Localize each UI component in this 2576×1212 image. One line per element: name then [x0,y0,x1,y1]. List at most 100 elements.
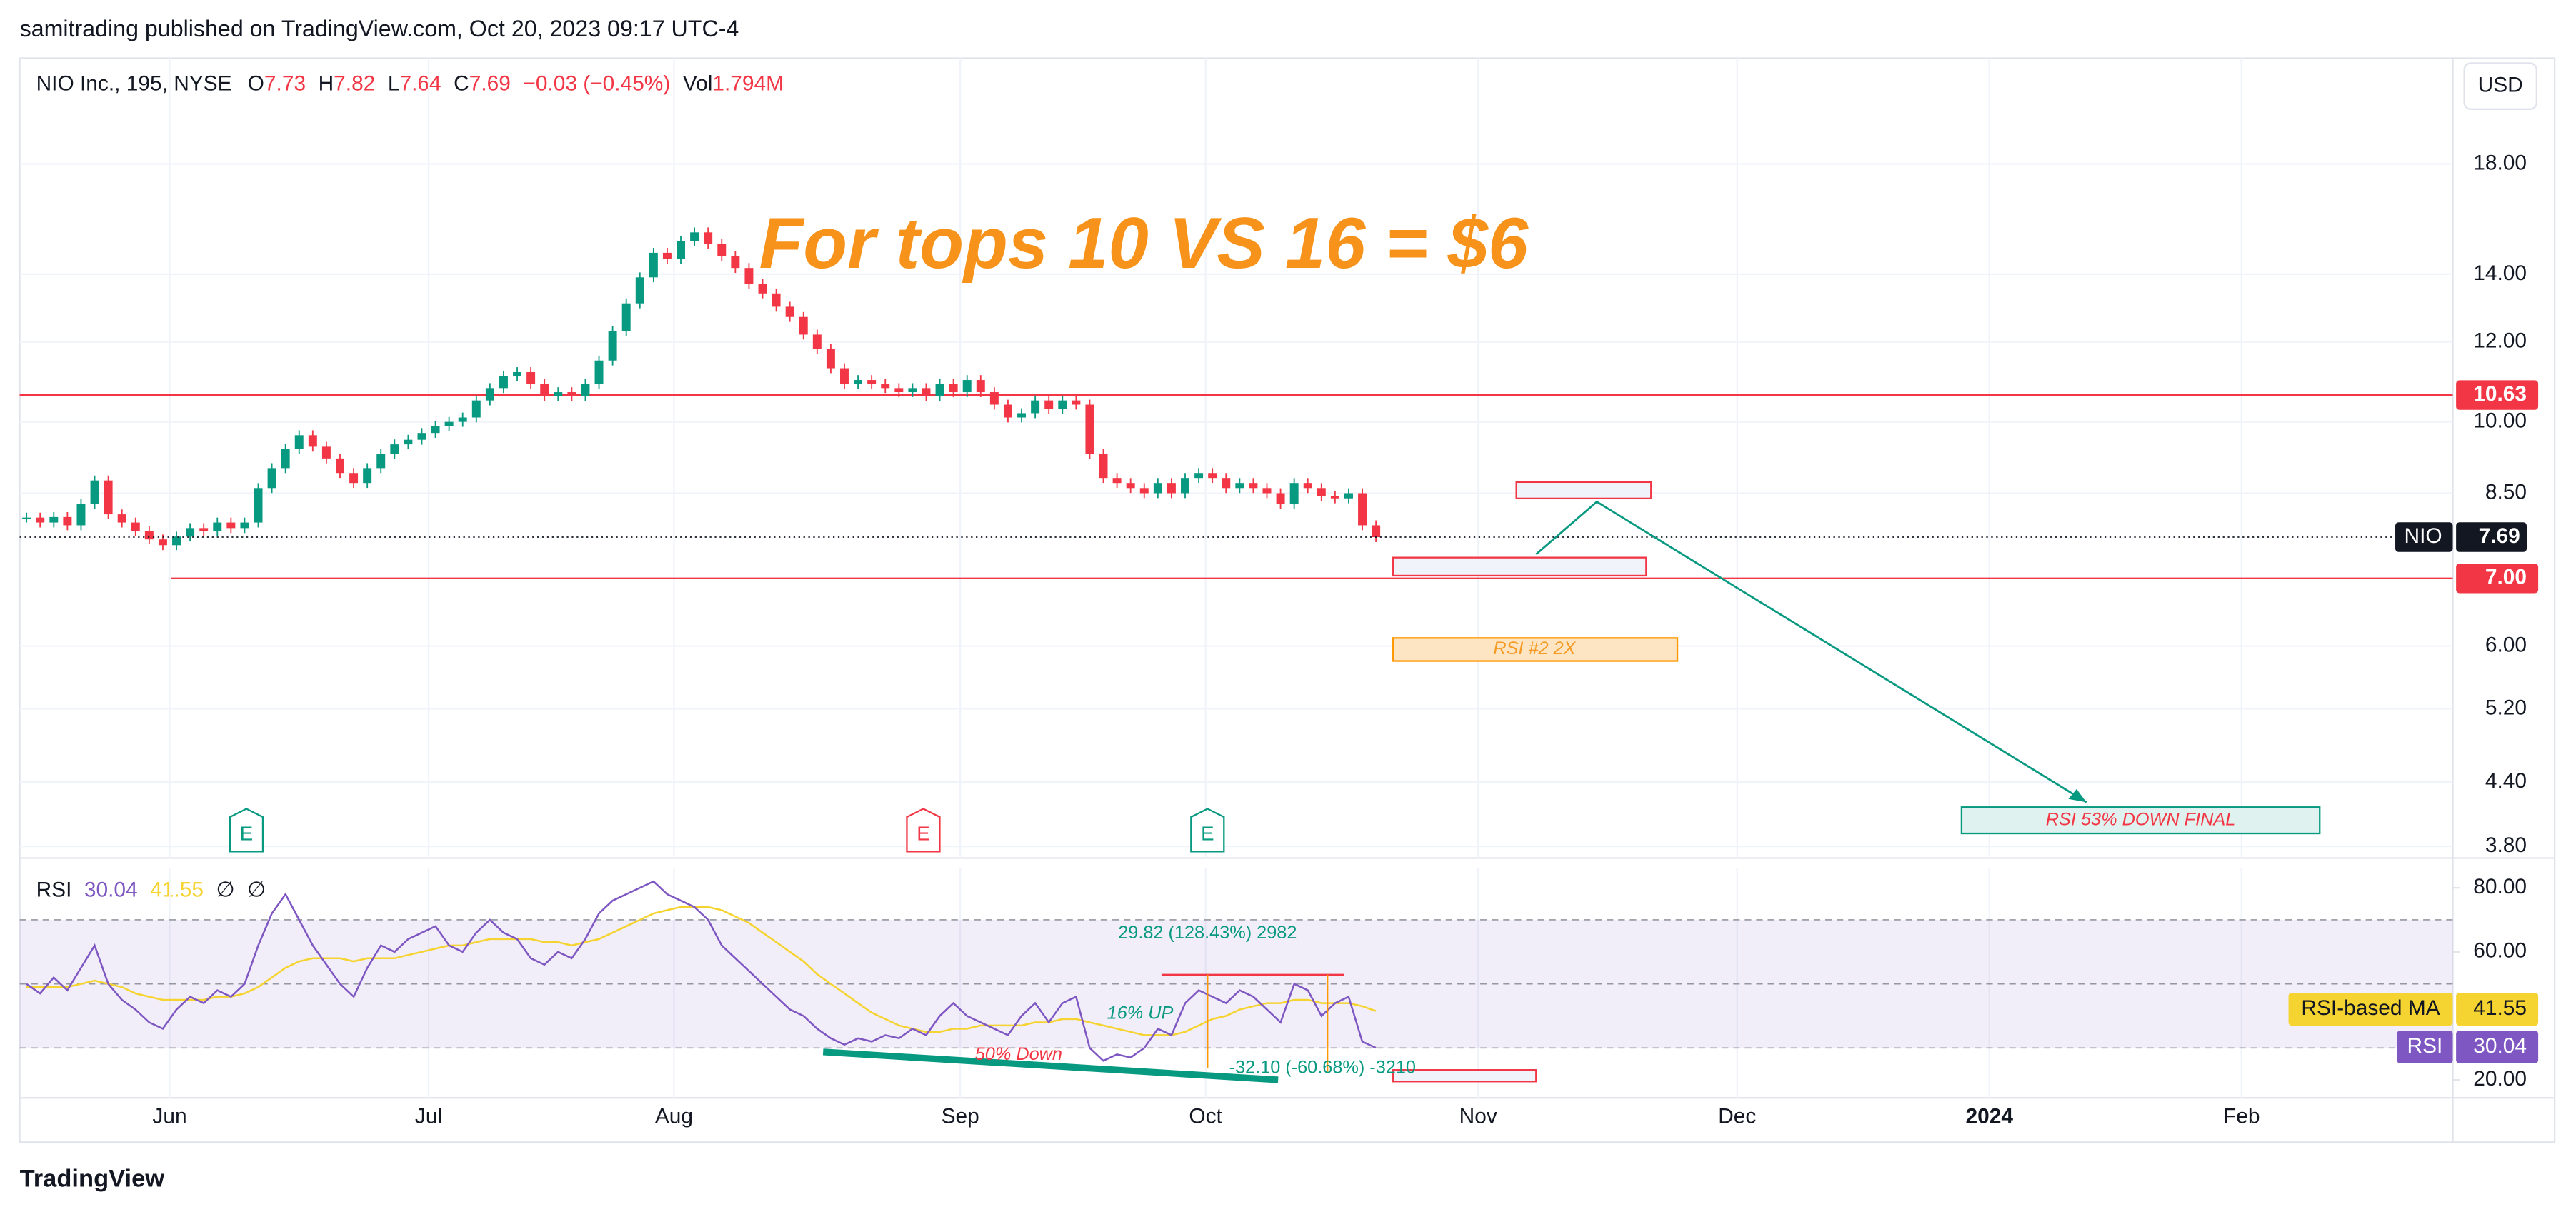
candle [1099,454,1108,479]
change: −0.03 (−0.45%) [523,71,670,95]
candle [513,371,522,376]
candle [444,421,454,426]
candle [1072,400,1081,405]
candle [717,244,727,256]
x-tick-label: Aug [655,1105,693,1128]
price-label-bg [2456,564,2539,594]
candle [826,349,835,369]
volume: 1.794M [712,71,784,95]
candle [962,380,972,393]
projection-arrow [1535,500,2087,803]
candle [1344,493,1353,499]
candle [404,439,413,445]
zone-box [1392,1069,1537,1083]
candle [294,435,304,449]
candle [485,388,494,401]
series-value: 30.04 [2473,1034,2527,1058]
candle [894,388,904,393]
candle [812,334,822,349]
series-name: RSI [2407,1034,2443,1058]
price-label-bg [2456,380,2539,410]
open: 7.73 [264,71,306,95]
legend: NIO Inc., 195, NYSE O7.73 H7.82 L7.64 C7… [36,71,784,95]
candle [785,306,794,317]
note: 16% UP [1107,1003,1174,1023]
currency[interactable]: USD [2478,74,2523,97]
symbol: NIO Inc., 195, NYSE [36,71,232,95]
candle [1222,478,1231,489]
earnings-label: E [1201,823,1214,845]
x-tick-label: 2024 [1966,1105,2014,1128]
candle [867,380,877,384]
candle [662,252,672,259]
earnings-marker [229,808,264,853]
earnings-markers: E E E [229,808,1225,853]
candle [499,376,508,389]
candle [976,380,985,393]
candle [1044,400,1054,409]
currency-button[interactable] [2463,62,2537,110]
low-label: L [388,71,400,95]
candle [1031,400,1040,414]
divergence-line [822,1048,1279,1083]
target-box-label: RSI 53% DOWN FINAL [2046,809,2236,829]
target-box [1960,806,2321,835]
high-label: H [319,71,334,95]
series-value-bg [2456,1030,2539,1063]
candle [131,522,140,531]
candle [1139,488,1149,494]
y-tick-label: 20.00 [2473,1067,2527,1091]
candle [144,531,154,540]
y-tick-label: 6.00 [2485,633,2527,656]
candle [1058,400,1067,409]
candle [1276,493,1285,504]
candle [117,514,126,523]
rsi-line [26,906,1377,1036]
rsi-legend: RSI 30.04 41.55 ∅ ∅ [36,878,266,901]
candle [213,522,222,531]
candle [1126,483,1135,489]
candle [49,516,59,523]
candle [63,516,72,526]
candle [226,522,236,529]
candle [581,384,590,396]
open-label: O [248,71,264,95]
price-label: 7.00 [2485,566,2527,589]
headline: For tops 10 VS 16 = $6 [759,203,1529,284]
candle [36,517,45,523]
y-tick-label: 60.00 [2473,939,2527,963]
candle [1372,525,1381,538]
candle [1317,488,1326,496]
candle [649,252,658,278]
candle [744,268,754,284]
publisher: samitrading published on TradingView.com… [20,16,739,41]
candle [1249,483,1258,489]
candle [1358,493,1367,526]
symbol-label-bg [2395,522,2453,552]
y-tick-label: 18.00 [2473,151,2527,174]
candle [854,380,863,384]
close-label: C [454,71,469,95]
candle [199,528,209,531]
last-price-bg [2456,522,2527,552]
y-tick-label: 4.40 [2485,769,2527,793]
y-tick-label: 3.80 [2485,833,2527,857]
x-tick-label: Jun [152,1105,186,1128]
volume-label: Vol [683,71,713,95]
x-tick-label: Nov [1459,1105,1497,1128]
candle [458,417,467,422]
candle [1303,483,1312,489]
candle [172,536,181,546]
price-label: 10.63 [2473,382,2527,406]
y-tick-label: 5.20 [2485,696,2527,719]
candle [989,392,999,405]
series-value-bg [2456,993,2539,1026]
series-name-bg [2288,993,2453,1026]
candle [758,284,767,294]
candle [186,528,195,537]
plot: Jun Jul Aug Sep Oct Nov Dec 2024 Feb 18.00 14.00 12… [19,58,2539,1128]
candle [677,241,685,259]
candle [1181,478,1189,494]
y-tick-label: 8.50 [2485,480,2527,504]
